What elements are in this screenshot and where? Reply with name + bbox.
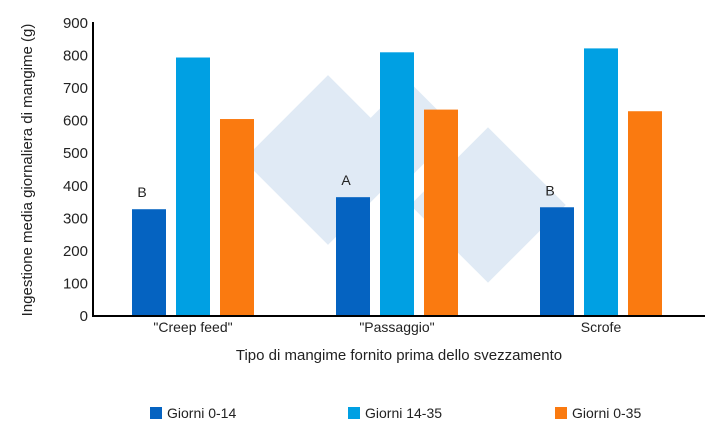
- bar: [584, 48, 618, 316]
- x-tick-label: "Passaggio": [359, 319, 434, 335]
- y-tick-label: 600: [63, 113, 88, 130]
- legend-label: Giorni 14-35: [365, 405, 442, 421]
- y-tick-label: 900: [63, 15, 88, 32]
- bar: [132, 209, 166, 316]
- y-tick-label: 700: [63, 80, 88, 97]
- y-tick-label: 100: [63, 275, 88, 292]
- legend-swatch: [150, 407, 162, 419]
- y-tick-label: 0: [80, 308, 88, 325]
- legend-swatch: [348, 407, 360, 419]
- bar: [540, 207, 574, 316]
- data-label: B: [137, 184, 146, 200]
- y-tick-label: 400: [63, 178, 88, 195]
- legend-label: Giorni 0-35: [572, 405, 641, 421]
- bar: [424, 109, 458, 316]
- legend-item: Giorni 0-14: [150, 405, 236, 421]
- y-tick-label: 200: [63, 243, 88, 260]
- y-axis-label: Ingestione media giornaliera di mangime …: [19, 24, 36, 317]
- bar: [176, 57, 210, 317]
- y-tick-label: 300: [63, 210, 88, 227]
- bar: [380, 52, 414, 317]
- legend-label: Giorni 0-14: [167, 405, 236, 421]
- legend-swatch: [555, 407, 567, 419]
- y-tick-label: 800: [63, 48, 88, 65]
- legend-item: Giorni 0-35: [555, 405, 641, 421]
- bar: [220, 119, 254, 317]
- bar: [628, 111, 662, 316]
- y-tick-label: 500: [63, 145, 88, 162]
- legend-item: Giorni 14-35: [348, 405, 442, 421]
- x-tick-label: "Creep feed": [153, 319, 232, 335]
- x-tick-label: Scrofe: [581, 319, 622, 335]
- data-label: B: [545, 182, 554, 198]
- bar: [336, 197, 370, 316]
- x-axis-label: Tipo di mangime fornito prima dello svez…: [236, 347, 562, 364]
- data-label: A: [341, 172, 351, 188]
